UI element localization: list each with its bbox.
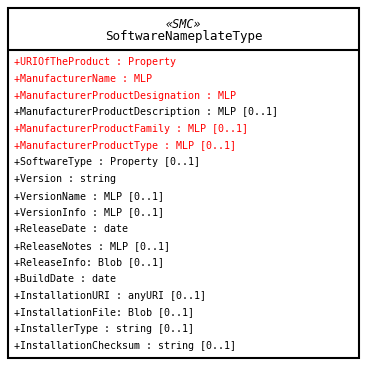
Text: +ReleaseNotes : MLP [0..1]: +ReleaseNotes : MLP [0..1] [14, 241, 170, 251]
Text: +ManufacturerProductDescription : MLP [0..1]: +ManufacturerProductDescription : MLP [0… [14, 107, 278, 117]
Text: +InstallationFile: Blob [0..1]: +InstallationFile: Blob [0..1] [14, 307, 194, 317]
Text: +VersionName : MLP [0..1]: +VersionName : MLP [0..1] [14, 191, 164, 201]
Text: +InstallationChecksum : string [0..1]: +InstallationChecksum : string [0..1] [14, 341, 236, 351]
Text: +VersionInfo : MLP [0..1]: +VersionInfo : MLP [0..1] [14, 207, 164, 217]
Text: +ManufacturerName : MLP: +ManufacturerName : MLP [14, 74, 152, 84]
Text: +Version : string: +Version : string [14, 174, 116, 184]
Text: +ManufacturerProductDesignation : MLP: +ManufacturerProductDesignation : MLP [14, 91, 236, 101]
Text: «SMC»: «SMC» [166, 18, 201, 31]
Text: SoftwareNameplateType: SoftwareNameplateType [105, 30, 262, 43]
Text: +ManufacturerProductFamily : MLP [0..1]: +ManufacturerProductFamily : MLP [0..1] [14, 124, 248, 134]
Text: +InstallerType : string [0..1]: +InstallerType : string [0..1] [14, 324, 194, 334]
Text: +URIOfTheProduct : Property: +URIOfTheProduct : Property [14, 57, 176, 67]
Text: +SoftwareType : Property [0..1]: +SoftwareType : Property [0..1] [14, 157, 200, 167]
Text: +ReleaseInfo: Blob [0..1]: +ReleaseInfo: Blob [0..1] [14, 257, 164, 267]
Text: +BuildDate : date: +BuildDate : date [14, 274, 116, 284]
Text: +ManufacturerProductType : MLP [0..1]: +ManufacturerProductType : MLP [0..1] [14, 141, 236, 151]
Text: +ReleaseDate : date: +ReleaseDate : date [14, 224, 128, 234]
Text: +InstallationURI : anyURI [0..1]: +InstallationURI : anyURI [0..1] [14, 291, 206, 300]
